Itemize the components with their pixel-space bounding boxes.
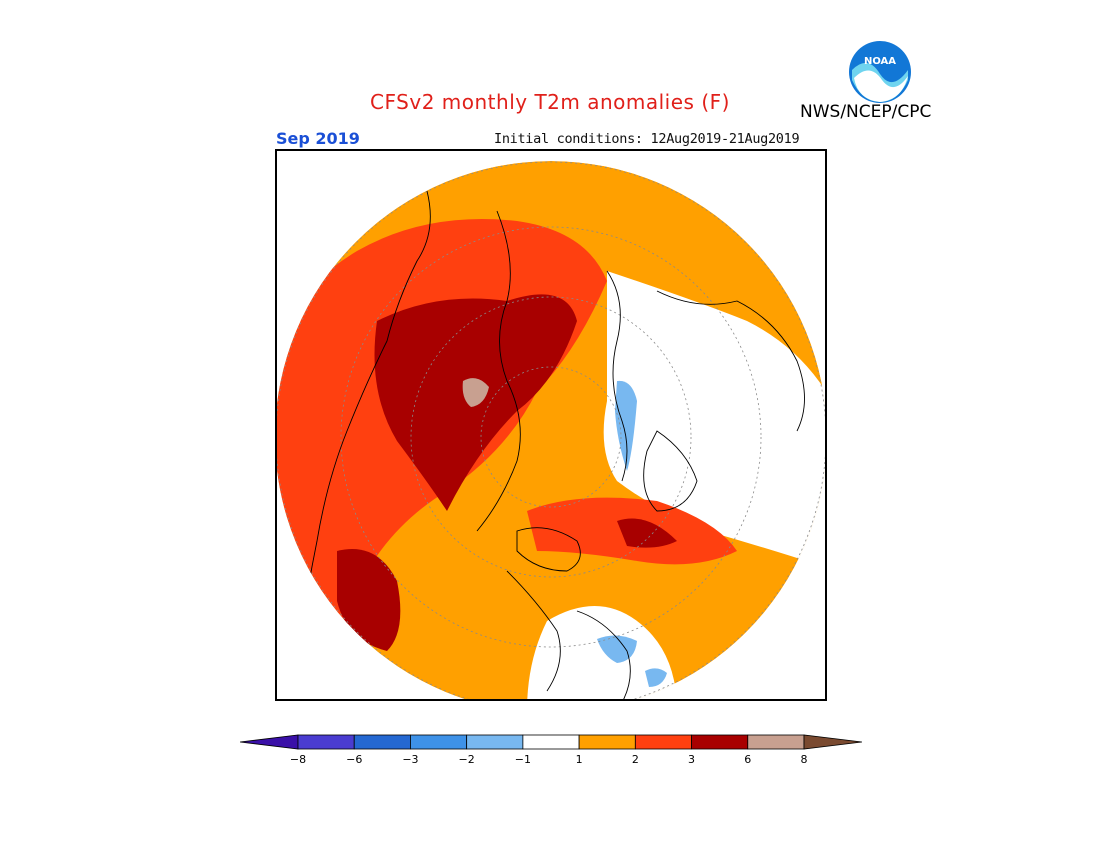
- colorbar: −8 −6 −3 −2 −1 1 2 3 6 8: [239, 733, 863, 773]
- initial-conditions: Initial conditions: 12Aug2019-21Aug2019: [494, 131, 800, 147]
- colorbar-tick-label: −2: [459, 753, 475, 766]
- colorbar-extend-high: [803, 734, 863, 750]
- colorbar-tick-label: −6: [346, 753, 362, 766]
- colorbar-bin: [353, 734, 411, 750]
- chart-title: CFSv2 monthly T2m anomalies (F): [370, 90, 730, 114]
- colorbar-tick-label: −8: [290, 753, 306, 766]
- colorbar-bin: [634, 734, 692, 750]
- colorbar-graphic: −8 −6 −3 −2 −1 1 2 3 6 8: [239, 734, 863, 766]
- colorbar-bin: [747, 734, 805, 750]
- valid-month: Sep 2019: [276, 129, 360, 148]
- colorbar-bin: [466, 734, 524, 750]
- colorbar-bin: [578, 734, 636, 750]
- colorbar-bin: [691, 734, 749, 750]
- colorbar-tick-label: 6: [744, 753, 751, 766]
- anomaly-field: [277, 161, 825, 699]
- svg-text:NOAA: NOAA: [864, 56, 896, 67]
- colorbar-tick-label: 8: [801, 753, 808, 766]
- colorbar-tick-label: −1: [515, 753, 531, 766]
- colorbar-bin: [410, 734, 468, 750]
- colorbar-tick-label: 1: [576, 753, 583, 766]
- map-frame: [275, 149, 827, 701]
- noaa-logo: NOAA: [848, 40, 912, 104]
- agency-label: NWS/NCEP/CPC: [800, 102, 932, 122]
- colorbar-tick-label: −3: [402, 753, 418, 766]
- colorbar-bin: [522, 734, 580, 750]
- polar-map: [277, 161, 825, 699]
- colorbar-tick-label: 2: [632, 753, 639, 766]
- colorbar-bin: [297, 734, 355, 750]
- colorbar-extend-low: [239, 734, 299, 750]
- colorbar-tick-label: 3: [688, 753, 695, 766]
